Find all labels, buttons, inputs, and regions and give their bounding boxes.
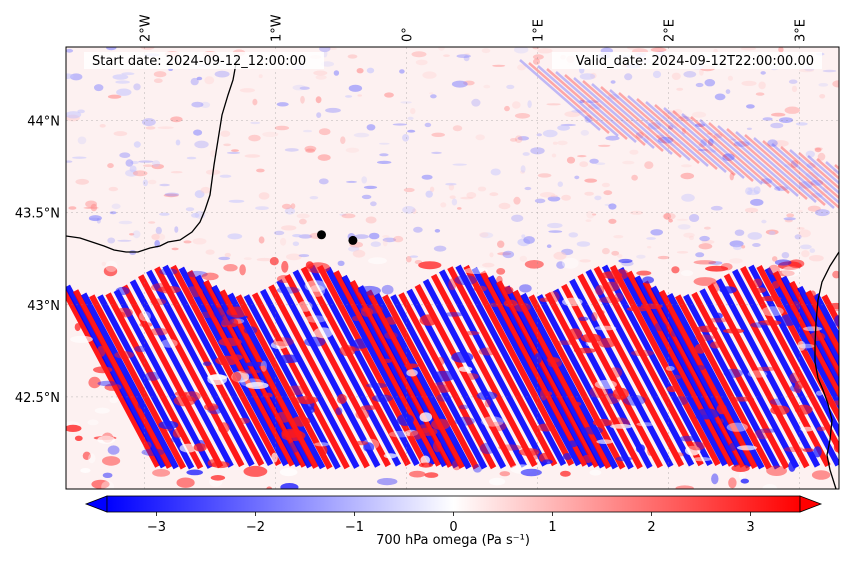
start-date-label: Start date: 2024-09-12_12:00:00 bbox=[92, 54, 306, 69]
longitude-labels: 2°W 1°W 0° 1°E 2°E 3°E bbox=[139, 14, 809, 42]
colorbar: −3 −2 −1 0 1 2 3 700 hPa omega (Pa s⁻¹) bbox=[84, 495, 823, 548]
start-date-box bbox=[84, 52, 324, 69]
lon-tick-label: 3°E bbox=[794, 19, 809, 42]
colorbar-gradient bbox=[106, 495, 801, 513]
lat-tick-label: 44°N bbox=[27, 115, 60, 130]
latitude-labels: 44°N 43.5°N 43°N 42.5°N bbox=[15, 115, 60, 406]
graticule bbox=[66, 47, 839, 489]
coastline-atlantic bbox=[66, 57, 238, 253]
colorbar-ticks: −3 −2 −1 0 1 2 3 bbox=[147, 512, 755, 535]
colorbar-extend-low bbox=[84, 495, 108, 513]
lat-tick-label: 43.5°N bbox=[15, 207, 60, 222]
lat-tick-label: 42.5°N bbox=[15, 391, 60, 406]
coastline-mediterranean bbox=[814, 251, 839, 489]
colorbar-tick-label: −1 bbox=[345, 520, 364, 535]
colorbar-tick-label: 2 bbox=[647, 520, 655, 535]
omega-field bbox=[66, 47, 839, 489]
colorbar-extend-high bbox=[799, 495, 823, 513]
colorbar-tick-label: 3 bbox=[746, 520, 754, 535]
map-frame bbox=[65, 46, 840, 490]
colorbar-label: 700 hPa omega (Pa s⁻¹) bbox=[376, 533, 530, 548]
station-marker bbox=[317, 230, 326, 240]
lon-tick-label: 2°E bbox=[663, 19, 678, 42]
map-panel bbox=[65, 46, 840, 490]
colorbar-tick-label: −3 bbox=[147, 520, 166, 535]
lon-tick-label: 2°W bbox=[139, 14, 154, 42]
colorbar-tick-label: 0 bbox=[449, 520, 457, 535]
lon-tick-label: 1°E bbox=[532, 19, 547, 42]
lon-tick-label: 1°W bbox=[270, 14, 285, 42]
coastline bbox=[66, 57, 839, 489]
valid-date-label: Valid_date: 2024-09-12T22:00:00.00 bbox=[576, 54, 814, 69]
colorbar-tick-label: −2 bbox=[246, 520, 265, 535]
station-markers bbox=[317, 230, 358, 245]
colorbar-tick-label: 1 bbox=[548, 520, 556, 535]
lat-tick-label: 43°N bbox=[27, 299, 60, 314]
valid-date-box bbox=[552, 52, 822, 69]
station-marker bbox=[348, 235, 358, 245]
lon-tick-label: 0° bbox=[401, 27, 416, 42]
